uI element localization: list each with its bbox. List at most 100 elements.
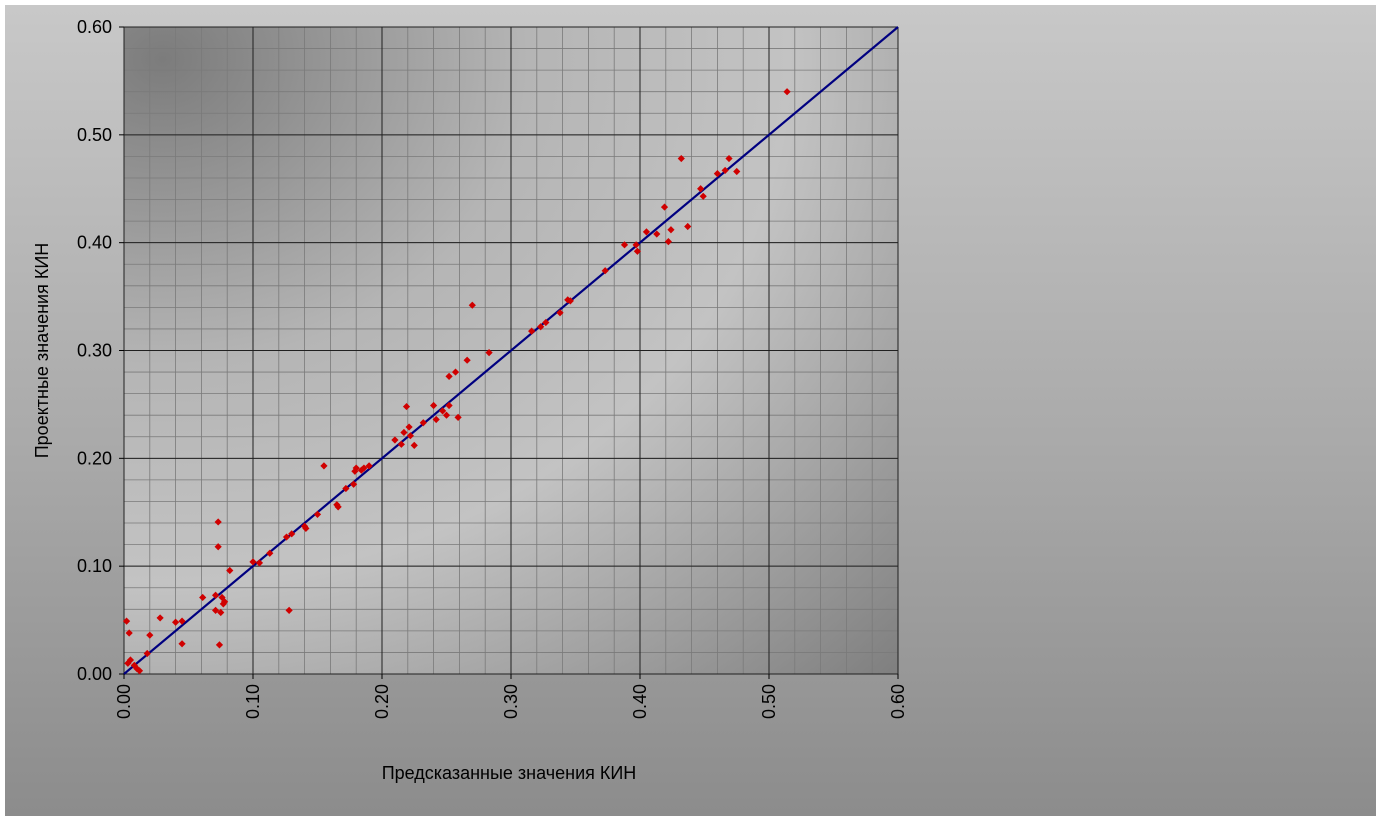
data-point <box>226 566 234 575</box>
data-point <box>320 462 328 470</box>
x-axis-title: Предсказанные значения КИН <box>382 763 637 783</box>
data-point <box>352 464 360 472</box>
data-point <box>400 428 408 437</box>
y-tick-label: 0.30 <box>77 341 112 361</box>
data-point <box>713 170 721 178</box>
data-point <box>660 203 669 211</box>
data-point <box>360 464 368 472</box>
data-point <box>537 323 545 331</box>
data-point <box>468 301 476 309</box>
data-point <box>725 154 733 163</box>
data-point <box>365 462 373 470</box>
x-tick-label: 0.40 <box>630 684 650 719</box>
data-point <box>451 368 460 376</box>
data-point <box>454 413 462 421</box>
data-point <box>313 510 322 519</box>
data-point <box>653 230 661 238</box>
data-point <box>342 484 350 493</box>
x-tick-label: 0.10 <box>243 684 263 719</box>
data-point <box>143 649 151 658</box>
data-point <box>528 327 536 335</box>
data-point <box>642 228 651 236</box>
data-point <box>125 629 133 637</box>
data-point <box>566 297 574 305</box>
data-point <box>402 402 411 411</box>
y-tick-label: 0.60 <box>77 17 112 37</box>
data-point <box>430 401 438 410</box>
data-point <box>302 524 310 533</box>
data-point <box>135 667 144 675</box>
data-point <box>410 441 418 449</box>
data-point <box>463 356 471 364</box>
data-point <box>350 480 358 488</box>
scatter-chart: 0.00 0.10 0.20 0.30 0.40 0.50 0.60 0.00 0.10 0.2… <box>32 17 908 783</box>
data-point <box>620 241 629 249</box>
data-point <box>178 617 186 625</box>
data-point <box>391 436 399 444</box>
data-point <box>439 407 447 415</box>
data-point <box>445 401 453 410</box>
data-point <box>684 222 692 231</box>
data-point <box>432 415 440 424</box>
chart-area: 0.00 0.10 0.20 0.30 0.40 0.50 0.60 0.00 0.10 0.2… <box>5 5 1376 816</box>
y-tick-label: 0.10 <box>77 556 112 576</box>
data-point <box>146 631 154 639</box>
data-point <box>405 423 413 431</box>
data-point <box>266 549 274 557</box>
x-axis-ticks: 0.00 0.10 0.20 0.30 0.40 0.50 0.60 <box>114 674 908 719</box>
y-tick-label: 0.20 <box>77 448 112 468</box>
data-point <box>542 318 550 327</box>
data-point <box>721 166 729 175</box>
data-point <box>214 543 222 551</box>
x-tick-label: 0.50 <box>759 684 779 719</box>
data-point <box>697 185 705 193</box>
y-axis-ticks: 0.00 0.10 0.20 0.30 0.40 0.50 0.60 <box>77 17 124 684</box>
data-point <box>419 419 427 427</box>
data-point <box>288 530 296 538</box>
data-point <box>445 372 453 380</box>
data-point <box>633 247 642 255</box>
y-tick-label: 0.50 <box>77 125 112 145</box>
x-tick-label: 0.20 <box>372 684 392 719</box>
data-point <box>397 440 405 448</box>
data-point <box>601 267 609 275</box>
x-tick-label: 0.60 <box>888 684 908 719</box>
data-point <box>285 606 293 614</box>
reference-line <box>123 26 899 675</box>
data-point <box>677 154 685 163</box>
data-point <box>221 598 229 606</box>
y-tick-label: 0.40 <box>77 233 112 253</box>
data-point <box>122 617 131 625</box>
data-point <box>564 296 572 304</box>
x-tick-label: 0.00 <box>114 684 134 719</box>
data-point <box>178 640 186 648</box>
y-tick-label: 0.00 <box>77 664 112 684</box>
data-point <box>442 411 451 419</box>
y-axis-title: Проектные значения КИН <box>32 243 52 459</box>
data-point <box>249 558 257 566</box>
data-point <box>214 518 222 526</box>
data-point <box>217 608 225 617</box>
data-point <box>485 349 493 357</box>
data-point <box>664 237 672 246</box>
data-point <box>733 167 741 176</box>
data-point <box>632 241 640 249</box>
data-point <box>282 533 291 541</box>
data-point <box>351 467 359 475</box>
x-tick-label: 0.30 <box>501 684 521 719</box>
data-point <box>255 559 264 567</box>
data-point <box>334 503 342 511</box>
reference-line-group <box>123 26 899 675</box>
data-point <box>211 606 220 614</box>
data-point <box>406 432 414 440</box>
data-point <box>783 88 791 96</box>
data-point <box>556 309 564 317</box>
data-point <box>199 593 207 602</box>
data-point <box>667 226 675 234</box>
data-point <box>172 618 180 626</box>
data-point <box>156 614 164 622</box>
data-point <box>211 591 220 599</box>
data-point <box>215 641 224 649</box>
data-point <box>124 659 132 667</box>
data-points <box>122 88 791 675</box>
